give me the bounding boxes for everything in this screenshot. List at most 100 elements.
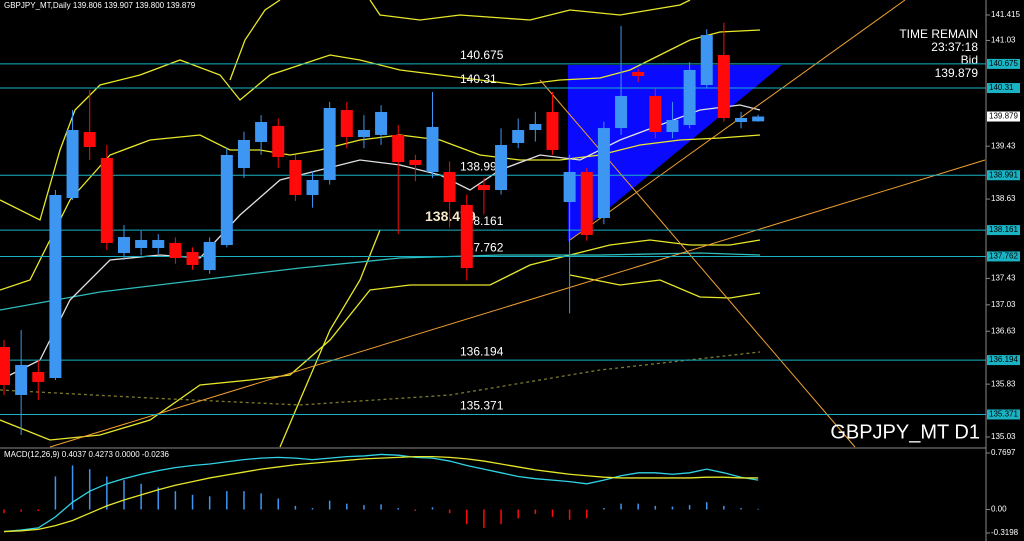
watermark: GBPJPY_MT D1 <box>830 421 980 443</box>
macd-title: MACD(12,26,9) 0.4037 0.4273 0.0000 -0.02… <box>4 450 170 459</box>
candle-body <box>477 184 490 191</box>
candle-body <box>580 171 593 235</box>
level-box <box>987 58 1020 69</box>
candle-body <box>306 179 319 195</box>
level-axis-label: 135.371 <box>989 410 1018 419</box>
level-label: 140.31 <box>460 72 497 86</box>
candle-body <box>700 35 713 85</box>
candle-body <box>220 154 233 246</box>
candle-body <box>340 109 353 138</box>
level-box <box>987 170 1020 181</box>
y-tick-label: 141.415 <box>991 10 1020 19</box>
candle-body <box>615 95 628 129</box>
candle-body <box>649 95 662 132</box>
candle-body <box>735 117 748 123</box>
candle-body <box>117 237 130 254</box>
candle-body <box>100 157 113 243</box>
candle-body <box>289 160 302 195</box>
level-box <box>987 355 1020 366</box>
candle-body <box>426 126 439 172</box>
bid-axis-label: 139.879 <box>989 112 1018 121</box>
band-line <box>369 0 691 21</box>
y-tick-label: 0.00 <box>991 505 1007 514</box>
level-box <box>987 225 1020 236</box>
level-axis-label: 140.675 <box>989 59 1018 68</box>
moving-average <box>0 104 761 381</box>
macd-line <box>3 453 759 533</box>
band-line <box>0 134 761 291</box>
y-tick-label: -0.3198 <box>991 528 1019 537</box>
candle-body <box>203 241 216 270</box>
band-line <box>0 239 761 441</box>
y-tick-label: 135.83 <box>991 379 1016 388</box>
candle-body <box>597 128 610 218</box>
level-axis-label: 137.762 <box>989 252 1018 261</box>
band-line <box>229 0 281 81</box>
y-tick-label: 0.7697 <box>991 448 1016 457</box>
candle-body <box>66 130 79 199</box>
y-tick-label: 137.03 <box>991 300 1016 309</box>
candle-body <box>409 160 422 165</box>
candle-body <box>443 171 456 202</box>
timer-label: TIME REMAIN <box>899 27 978 41</box>
band-line <box>279 229 381 448</box>
candle-body <box>752 116 765 122</box>
bid-box <box>987 111 1020 122</box>
candle-body <box>255 122 268 142</box>
level-axis-label: 138.161 <box>989 225 1018 234</box>
candle-body <box>272 125 285 157</box>
y-tick-label: 136.63 <box>991 326 1016 335</box>
signal-line <box>3 455 759 533</box>
candle-body <box>32 371 45 382</box>
level-axis-label: 136.194 <box>989 355 1018 364</box>
level-box <box>987 409 1020 420</box>
candle-body <box>495 145 508 191</box>
candle-body <box>186 251 199 265</box>
candle-body <box>152 239 165 248</box>
trend-line <box>49 159 986 448</box>
level-label: 136.194 <box>460 344 504 358</box>
bid-value: 139.879 <box>935 66 979 80</box>
level-box <box>987 251 1020 262</box>
candle-body <box>632 71 645 77</box>
candle-body <box>237 139 250 169</box>
chart-title: GBPJPY_MT,Daily 139.806 139.907 139.800 … <box>4 1 196 10</box>
candle-body <box>169 242 182 258</box>
moving-average <box>0 252 761 311</box>
y-tick-label: 135.03 <box>991 432 1016 441</box>
candle-body <box>512 130 525 143</box>
candle-body <box>529 123 542 131</box>
y-tick-label: 138.63 <box>991 194 1016 203</box>
candle-body <box>392 134 405 162</box>
candle-body <box>0 346 10 386</box>
level-axis-label: 140.31 <box>989 83 1014 92</box>
candle-body <box>375 111 388 135</box>
candle-body <box>717 54 730 118</box>
level-box <box>987 83 1020 94</box>
candle-body <box>323 107 336 180</box>
candle-body <box>546 111 559 150</box>
band-line <box>569 274 761 299</box>
y-tick-label: 137.43 <box>991 274 1016 283</box>
candle-body <box>460 204 473 269</box>
candle-body <box>666 120 679 132</box>
band-line <box>0 29 761 221</box>
trend-line <box>539 79 856 448</box>
y-tick-label: 139.43 <box>991 141 1016 150</box>
level-label: 140.675 <box>460 48 504 62</box>
bid-label: Bid <box>961 53 978 67</box>
y-tick-label: 141.03 <box>991 36 1016 45</box>
level-axis-label: 138.991 <box>989 170 1018 179</box>
candle-body <box>563 171 576 202</box>
candle-body <box>135 239 148 248</box>
level-label: 138.991 <box>460 159 504 173</box>
candle-body <box>83 131 96 147</box>
candle-body <box>357 130 370 138</box>
candle-body <box>683 69 696 125</box>
candle-body <box>49 194 62 378</box>
level-label: 135.371 <box>460 399 504 413</box>
candle-body <box>15 364 28 395</box>
timer: 23:37:18 <box>931 40 978 54</box>
